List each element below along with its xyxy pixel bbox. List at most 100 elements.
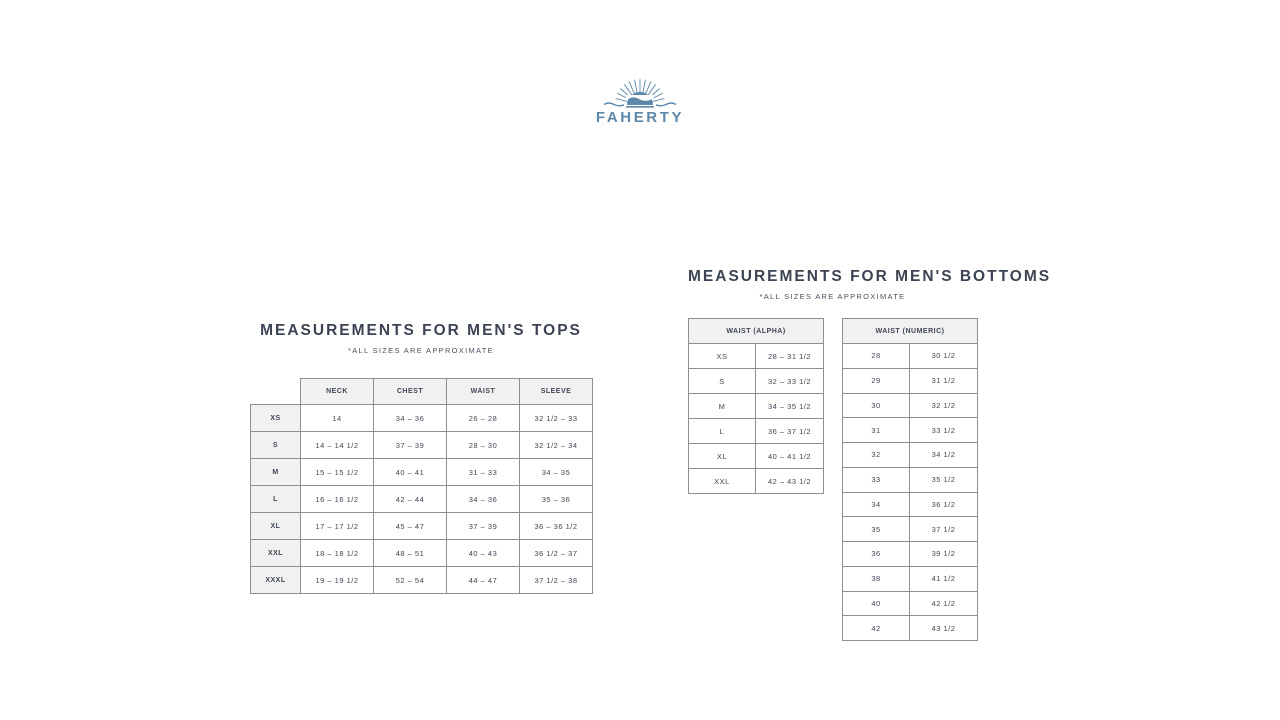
value-cell: 39 1/2	[908, 541, 979, 567]
range-cell: 28 – 31 1/2	[754, 343, 825, 369]
size-cell: M	[250, 458, 301, 486]
size-cell: 31	[842, 417, 910, 443]
table-row: XXL 18 – 18 1/2 48 – 51 40 – 43 36 1/2 –…	[250, 539, 593, 567]
numeric-table-header: WAIST (NUMERIC)	[841, 318, 979, 344]
faherty-logo: FAHERTY	[593, 72, 687, 126]
value-cell: 35 1/2	[908, 466, 979, 493]
neck-cell: 16 – 16 1/2	[300, 485, 374, 513]
size-cell: S	[250, 431, 301, 459]
size-cell: 33	[842, 466, 910, 493]
corner-cell	[251, 379, 301, 405]
tops-section-header: MEASUREMENTS FOR MEN'S TOPS *ALL SIZES A…	[250, 322, 592, 355]
waist-cell: 28 – 30	[446, 431, 520, 459]
size-cell: S	[688, 368, 756, 394]
size-cell: XS	[688, 343, 756, 369]
table-row: 42 43 1/2	[842, 615, 979, 641]
tops-header-row: NECK CHEST WAIST SLEEVE	[251, 378, 593, 405]
sleeve-cell: 35 – 36	[519, 485, 593, 513]
table-row: 38 41 1/2	[842, 565, 979, 592]
size-cell: 28	[842, 343, 910, 369]
neck-cell: 19 – 19 1/2	[300, 566, 374, 594]
size-cell: XXL	[250, 539, 301, 567]
neck-cell: 14 – 14 1/2	[300, 431, 374, 459]
neck-cell: 17 – 17 1/2	[300, 512, 374, 540]
table-row: 30 32 1/2	[842, 392, 979, 419]
size-cell: XXL	[688, 468, 756, 494]
size-cell: 36	[842, 541, 910, 567]
logo-wordmark: FAHERTY	[595, 109, 685, 126]
value-cell: 37 1/2	[908, 516, 979, 542]
waist-cell: 34 – 36	[446, 485, 520, 513]
chest-cell: 48 – 51	[373, 539, 447, 567]
value-cell: 30 1/2	[908, 343, 979, 369]
waist-cell: 44 – 47	[446, 566, 520, 594]
table-row: M 34 – 35 1/2	[688, 393, 825, 419]
size-cell: 40	[842, 590, 910, 617]
tops-subtitle: *ALL SIZES ARE APPROXIMATE	[348, 346, 494, 355]
value-cell: 34 1/2	[908, 442, 979, 468]
table-row: 33 35 1/2	[842, 466, 979, 493]
size-cell: XL	[688, 443, 756, 469]
table-row: XS 28 – 31 1/2	[688, 343, 825, 369]
bottoms-title: MEASUREMENTS FOR MEN'S BOTTOMS	[688, 268, 1052, 285]
table-row: M 15 – 15 1/2 40 – 41 31 – 33 34 – 35	[250, 458, 593, 486]
value-cell: 43 1/2	[908, 615, 979, 641]
sleeve-cell: 32 1/2 – 33	[519, 404, 593, 432]
sleeve-cell: 32 1/2 – 34	[519, 431, 593, 459]
chest-cell: 45 – 47	[373, 512, 447, 540]
sleeve-cell: 37 1/2 – 38	[519, 566, 593, 594]
table-row: XXXL 19 – 19 1/2 52 – 54 44 – 47 37 1/2 …	[250, 566, 593, 594]
size-cell: L	[250, 485, 301, 513]
size-cell: 32	[842, 442, 910, 468]
tops-size-table: NECK CHEST WAIST SLEEVE XS 14 34 – 36 26…	[250, 378, 593, 594]
table-row: 31 33 1/2	[842, 417, 979, 443]
table-row: L 16 – 16 1/2 42 – 44 34 – 36 35 – 36	[250, 485, 593, 513]
alpha-table-header: WAIST (ALPHA)	[687, 318, 825, 344]
size-cell: L	[688, 418, 756, 444]
value-cell: 41 1/2	[908, 565, 979, 592]
size-cell: XXXL	[250, 566, 301, 594]
table-row: 36 39 1/2	[842, 541, 979, 567]
sun-wave-logo-icon	[603, 79, 677, 108]
column-header-chest: CHEST	[373, 378, 447, 405]
value-cell: 32 1/2	[908, 392, 979, 419]
chest-cell: 52 – 54	[373, 566, 447, 594]
chest-cell: 42 – 44	[373, 485, 447, 513]
chest-cell: 34 – 36	[373, 404, 447, 432]
size-cell: M	[688, 393, 756, 419]
waist-cell: 26 – 28	[446, 404, 520, 432]
table-row: 28 30 1/2	[842, 343, 979, 369]
size-cell: 29	[842, 367, 910, 394]
value-cell: 36 1/2	[908, 491, 979, 518]
chest-cell: 37 – 39	[373, 431, 447, 459]
column-header-waist: WAIST	[446, 378, 520, 405]
table-row: 29 31 1/2	[842, 367, 979, 394]
bottoms-section-header: MEASUREMENTS FOR MEN'S BOTTOMS *ALL SIZE…	[688, 268, 1052, 301]
range-cell: 42 – 43 1/2	[754, 468, 825, 494]
sleeve-cell: 36 – 36 1/2	[519, 512, 593, 540]
table-row: 32 34 1/2	[842, 442, 979, 468]
alpha-header-row: WAIST (ALPHA)	[687, 318, 825, 344]
value-cell: 31 1/2	[908, 367, 979, 394]
table-row: XXL 42 – 43 1/2	[688, 468, 825, 494]
range-cell: 32 – 33 1/2	[754, 368, 825, 394]
neck-cell: 18 – 18 1/2	[300, 539, 374, 567]
chest-cell: 40 – 41	[373, 458, 447, 486]
size-cell: XL	[250, 512, 301, 540]
value-cell: 42 1/2	[908, 590, 979, 617]
waist-alpha-table: WAIST (ALPHA) XS 28 – 31 1/2 S 32 – 33 1…	[687, 318, 825, 494]
table-row: 35 37 1/2	[842, 516, 979, 542]
tops-title: MEASUREMENTS FOR MEN'S TOPS	[260, 322, 582, 339]
range-cell: 36 – 37 1/2	[754, 418, 825, 444]
neck-cell: 14	[300, 404, 374, 432]
waist-cell: 37 – 39	[446, 512, 520, 540]
waist-cell: 31 – 33	[446, 458, 520, 486]
column-header-neck: NECK	[300, 378, 374, 405]
waist-cell: 40 – 43	[446, 539, 520, 567]
bottoms-subtitle: *ALL SIZES ARE APPROXIMATE	[759, 292, 906, 301]
waist-numeric-table: WAIST (NUMERIC) 28 30 1/2 29 31 1/2 30 3…	[841, 318, 979, 641]
table-row: L 36 – 37 1/2	[688, 418, 825, 444]
table-row: XL 17 – 17 1/2 45 – 47 37 – 39 36 – 36 1…	[250, 512, 593, 540]
table-row: S 32 – 33 1/2	[688, 368, 825, 394]
